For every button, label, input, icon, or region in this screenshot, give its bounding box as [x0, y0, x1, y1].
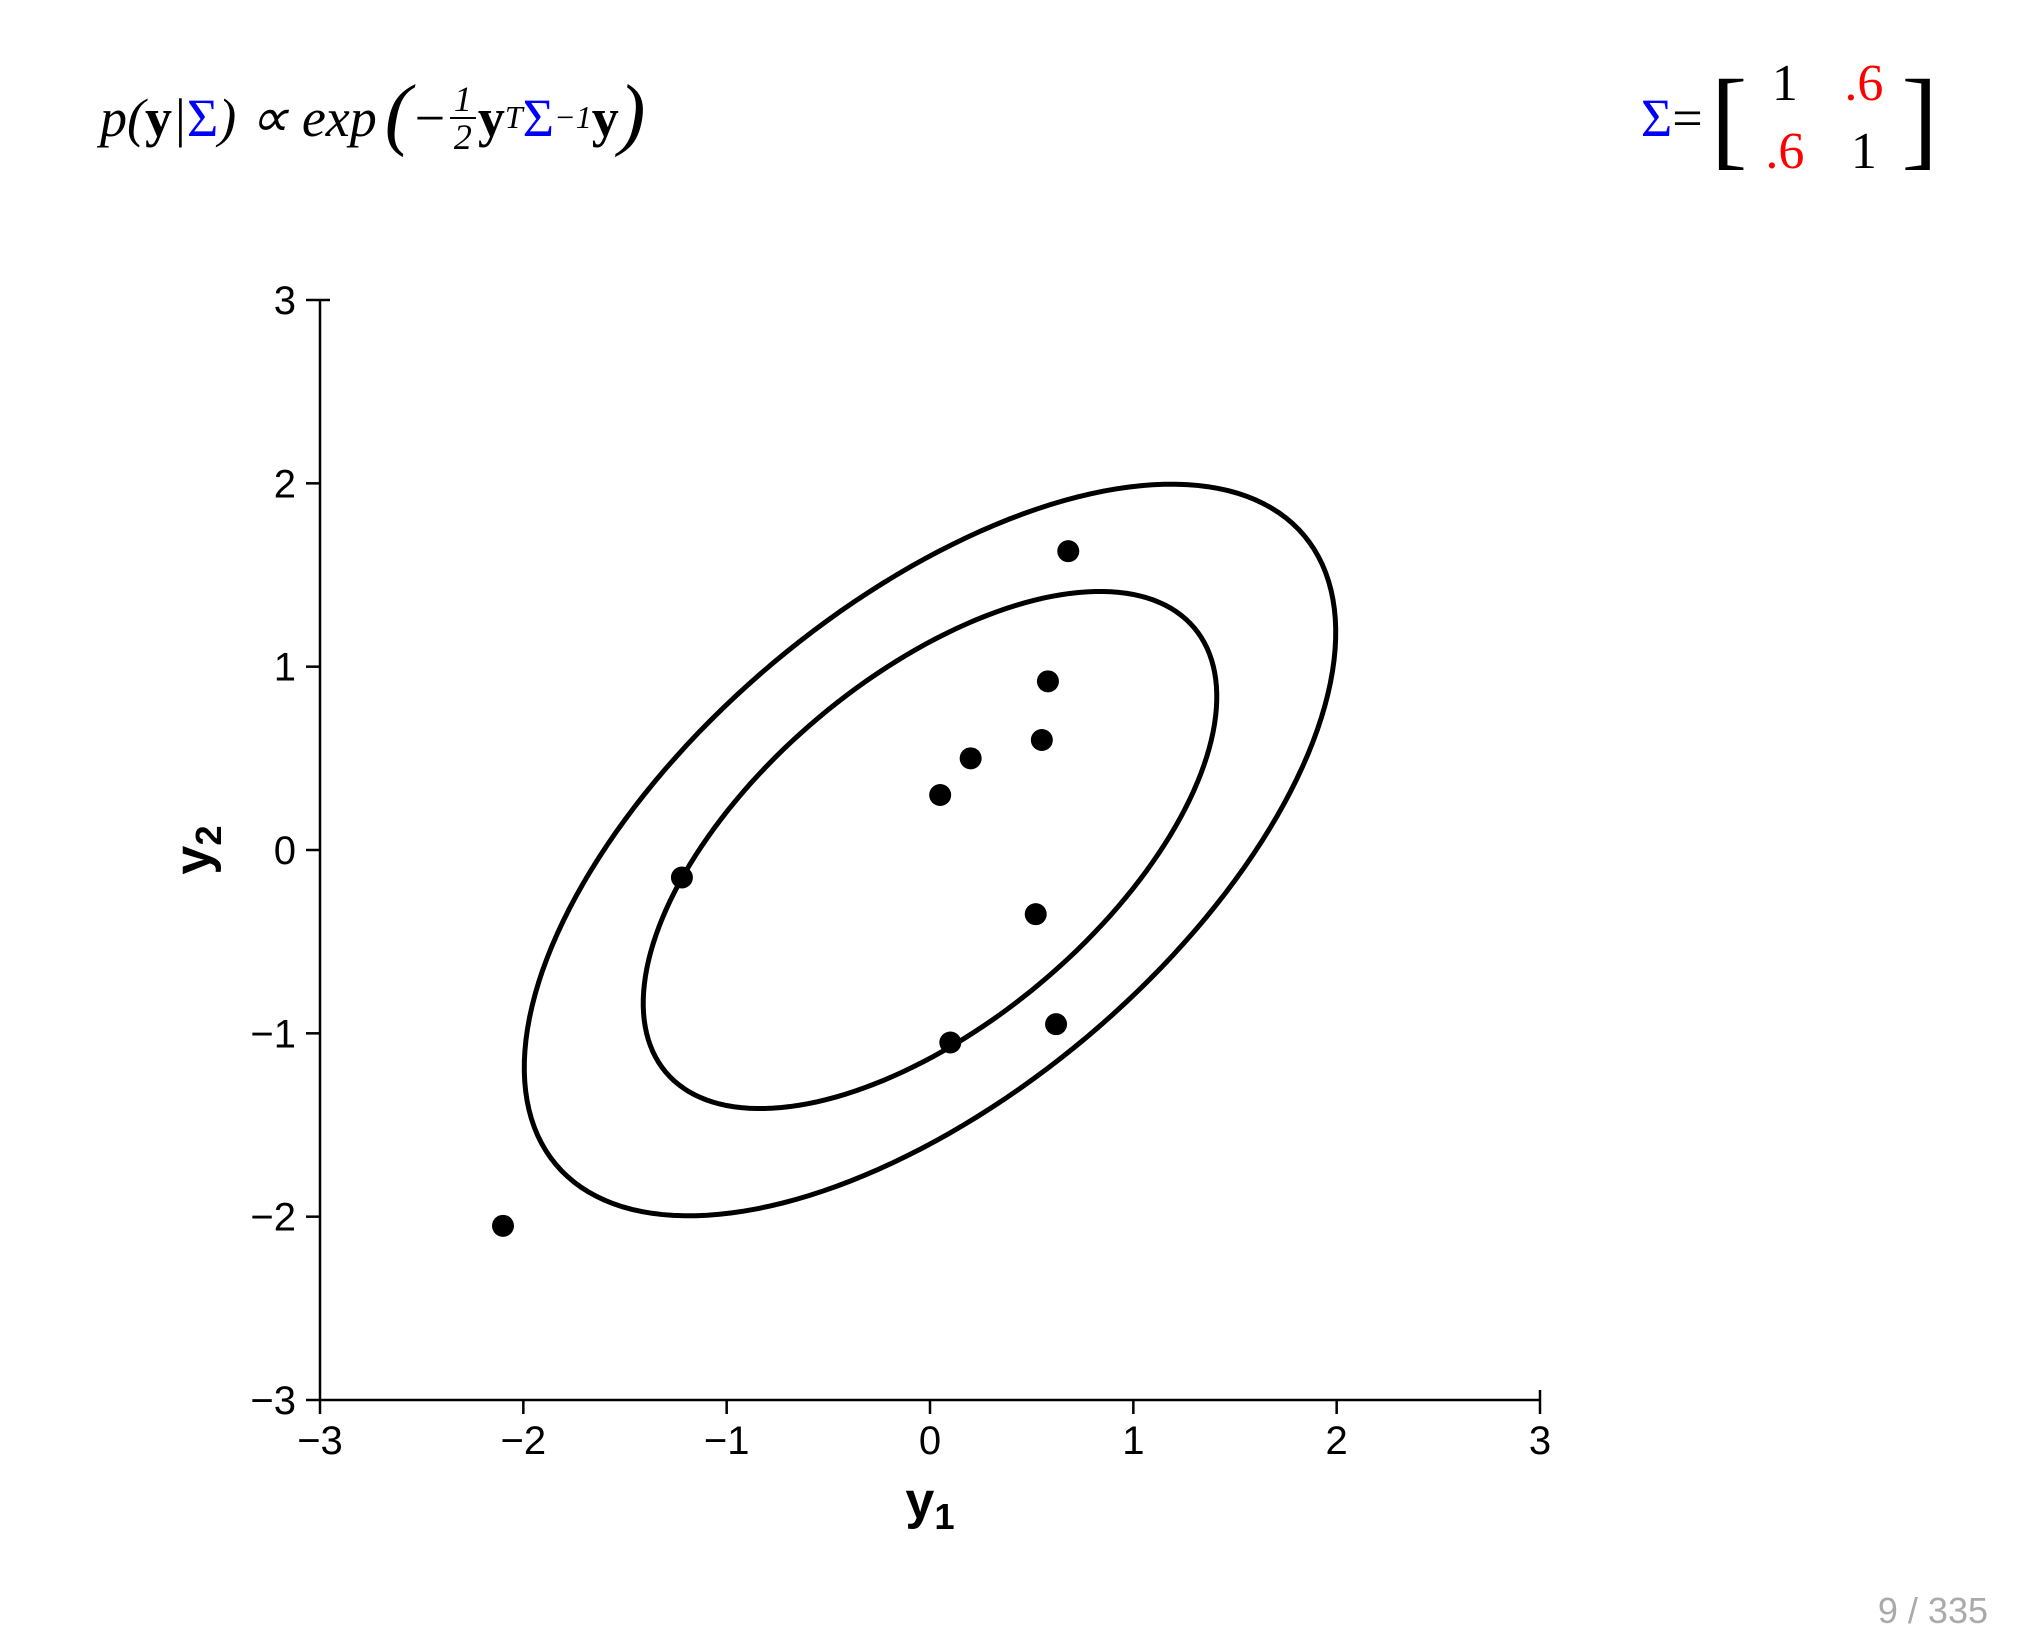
m21: .6 [1765, 118, 1804, 186]
lhs-close: ) ∝ exp [218, 86, 377, 149]
svg-text:3: 3 [1529, 1419, 1551, 1463]
transpose: T [505, 99, 523, 136]
matrix-body: 1 .6 .6 1 [1747, 50, 1901, 185]
m11: 1 [1765, 50, 1804, 118]
y-end: y [592, 87, 619, 149]
m12: .6 [1844, 50, 1883, 118]
one-half: 1 2 [450, 81, 476, 155]
matrix-eq: = [1672, 87, 1702, 149]
bracket-right: ] [1901, 74, 1938, 162]
svg-text:−2: −2 [250, 1196, 296, 1240]
m22: 1 [1844, 118, 1883, 186]
minus: − [411, 87, 447, 149]
svg-text:−1: −1 [250, 1012, 296, 1056]
matrix: [ 1 .6 .6 1 ] [1711, 50, 1938, 185]
page-number: 9 / 335 [1878, 1590, 1988, 1632]
svg-text:3: 3 [274, 280, 296, 323]
lhs-bar: | [172, 87, 187, 149]
density-equation: p( y | Σ ) ∝ exp ( − 1 2 y T Σ −1 y ) [100, 81, 645, 155]
equation-row: p( y | Σ ) ∝ exp ( − 1 2 y T Σ −1 y ) Σ … [100, 50, 1938, 185]
paren-right: ) [619, 90, 646, 138]
inv-exponent: −1 [554, 99, 592, 136]
sigma-label: Σ [1641, 87, 1672, 149]
yT-y: y [478, 87, 505, 149]
svg-text:−2: −2 [501, 1419, 547, 1463]
lhs-sigma: Σ [187, 87, 218, 149]
svg-text:−3: −3 [250, 1379, 296, 1423]
svg-text:−1: −1 [704, 1419, 750, 1463]
lhs-p: p( [100, 87, 145, 149]
lhs-y: y [145, 87, 172, 149]
page-sep: / [1898, 1590, 1928, 1631]
sigma-inv: Σ [523, 87, 554, 149]
svg-text:−3: −3 [297, 1419, 343, 1463]
svg-text:0: 0 [274, 829, 296, 873]
page-total: 335 [1928, 1590, 1988, 1631]
svg-text:2: 2 [274, 462, 296, 506]
bracket-left: [ [1711, 74, 1748, 162]
svg-text:2: 2 [1326, 1419, 1348, 1463]
svg-text:y1: y1 [905, 1472, 954, 1537]
chart-svg: −3 −2 −1 0 1 2 3 −3 −2 −1 0 1 2 3 y1 y2 [180, 280, 1580, 1540]
page-current: 9 [1878, 1590, 1898, 1631]
paren-left: ( [385, 90, 412, 138]
covariance-matrix: Σ = [ 1 .6 .6 1 ] [1641, 50, 1938, 185]
svg-text:1: 1 [274, 646, 296, 690]
svg-text:0: 0 [919, 1419, 941, 1463]
svg-text:y2: y2 [180, 825, 229, 874]
svg-text:1: 1 [1122, 1419, 1144, 1463]
scatter-chart: −3 −2 −1 0 1 2 3 −3 −2 −1 0 1 2 3 y1 y2 [180, 280, 1580, 1540]
